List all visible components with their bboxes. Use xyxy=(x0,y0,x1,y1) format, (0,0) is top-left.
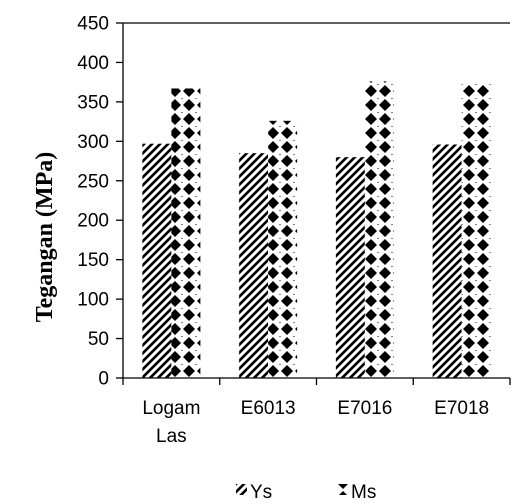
legend-label-ms: Ms xyxy=(351,482,376,503)
legend-swatch-ys xyxy=(236,484,247,495)
x-category-label-line: E6013 xyxy=(241,398,296,419)
x-category-label-line: E7016 xyxy=(337,398,392,419)
legend-label-ys: Ys xyxy=(250,482,272,503)
legend: Ys Ms xyxy=(236,482,376,503)
legend-swatch-ms xyxy=(337,484,348,495)
bar-ms-0 xyxy=(171,88,201,378)
y-tick-label: 150 xyxy=(77,250,109,271)
bar-ms-3 xyxy=(461,82,491,378)
x-category-label: E7018 xyxy=(434,398,489,419)
y-tick-label: 350 xyxy=(77,92,109,113)
y-tick-label: 50 xyxy=(88,329,109,350)
y-tick-label: 100 xyxy=(77,290,109,311)
x-category-label: E7016 xyxy=(337,398,392,419)
bar-ys-1 xyxy=(239,153,269,378)
x-category-label-line: E7018 xyxy=(434,398,489,419)
y-tick-label: 400 xyxy=(77,53,109,74)
bar-ys-2 xyxy=(335,157,365,378)
bar-ys-0 xyxy=(142,143,172,378)
y-axis: 0 50 100 150 200 250 300 350 400 450 xyxy=(77,14,510,390)
y-tick-label: 0 xyxy=(98,369,109,390)
x-category-label: E6013 xyxy=(241,398,296,419)
y-tick-label: 200 xyxy=(77,211,109,232)
x-category-label-line: Logam xyxy=(142,398,200,419)
y-tick-label: 250 xyxy=(77,171,109,192)
bar-ms-1 xyxy=(268,120,298,379)
y-tick-label: 450 xyxy=(77,14,109,35)
bars xyxy=(142,81,491,379)
y-tick-label: 300 xyxy=(77,132,109,153)
bar-ms-2 xyxy=(364,81,394,378)
x-category-label-line: Las xyxy=(156,426,187,447)
bar-ys-3 xyxy=(432,144,462,378)
x-axis: Logam Las E6013 E7016 E7018 xyxy=(122,377,511,447)
y-axis-label: Tegangan (MPa) xyxy=(32,152,58,322)
x-category-label: Logam Las xyxy=(142,398,200,447)
